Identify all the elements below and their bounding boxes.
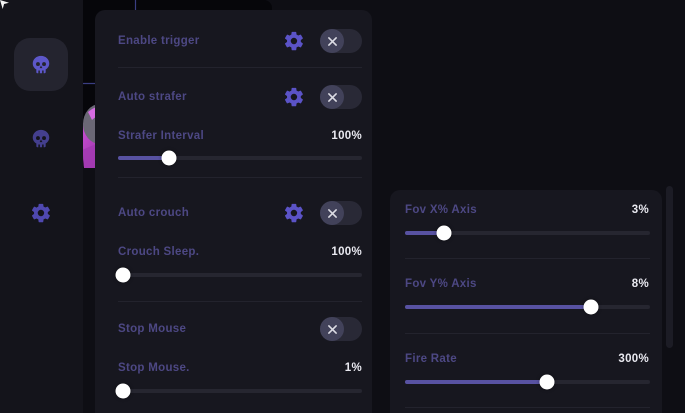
- settings-gear-icon[interactable]: [283, 202, 305, 224]
- settings-gear-icon[interactable]: [283, 86, 305, 108]
- toggle-auto-strafer[interactable]: [320, 85, 362, 109]
- slider-label: Fov X% Axis: [405, 204, 477, 216]
- stop-mouse-slider[interactable]: [115, 383, 362, 399]
- fov-x-slider[interactable]: [405, 225, 650, 241]
- divider: [118, 67, 362, 68]
- settings-gear-icon[interactable]: [283, 30, 305, 52]
- skull-icon: [32, 129, 50, 147]
- fire-rate-slider[interactable]: [405, 374, 650, 390]
- slider-knob[interactable]: [539, 374, 555, 390]
- divider: [405, 333, 650, 334]
- slider-knob[interactable]: [115, 383, 131, 399]
- feature-label: Auto strafer: [118, 91, 187, 103]
- slider-knob[interactable]: [161, 150, 177, 166]
- slider-value: 1%: [344, 362, 362, 374]
- slider-fill: [405, 231, 445, 235]
- divider: [118, 177, 362, 178]
- slider-knob[interactable]: [583, 299, 599, 315]
- slider-label: Fov Y% Axis: [405, 278, 477, 290]
- slider-label: Stop Mouse.: [118, 362, 190, 374]
- feature-label: Stop Mouse: [118, 323, 187, 335]
- slider-fill: [405, 305, 592, 309]
- crouch-sleep-slider[interactable]: [115, 267, 362, 283]
- fov-y-slider[interactable]: [405, 299, 650, 315]
- toggle-off-x-icon: [320, 85, 344, 109]
- toggle-enable-trigger[interactable]: [320, 29, 362, 53]
- divider: [405, 407, 650, 408]
- slider-label: Crouch Sleep.: [118, 246, 200, 258]
- divider: [118, 301, 362, 302]
- toggle-stop-mouse[interactable]: [320, 317, 362, 341]
- sidebar-item-aimbot[interactable]: [14, 38, 68, 91]
- slider-knob[interactable]: [436, 225, 452, 241]
- features-panel: Enable trigger Auto strafer Strafer Inte…: [95, 10, 372, 413]
- slider-value: 3%: [631, 204, 649, 216]
- strafer-interval-slider[interactable]: [118, 150, 362, 166]
- slider-label: Strafer Interval: [118, 130, 204, 142]
- toggle-off-x-icon: [320, 317, 344, 341]
- slider-knob[interactable]: [115, 267, 131, 283]
- sidebar-item-player[interactable]: [14, 112, 68, 165]
- toggle-off-x-icon: [320, 201, 344, 225]
- slider-value: 300%: [618, 353, 649, 365]
- skull-icon: [32, 55, 50, 73]
- slider-fill: [405, 380, 548, 384]
- aim-panel: Fov X% Axis 3% Fov Y% Axis 8% Fire Rate …: [390, 190, 662, 413]
- feature-label: Enable trigger: [118, 35, 200, 47]
- slider-label: Fire Rate: [405, 353, 457, 365]
- scrollbar-thumb[interactable]: [666, 186, 673, 348]
- slider-value: 100%: [331, 130, 362, 142]
- slider-fill: [118, 156, 170, 160]
- gear-icon: [31, 203, 50, 222]
- toggle-auto-crouch[interactable]: [320, 201, 362, 225]
- feature-label: Auto crouch: [118, 207, 190, 219]
- slider-value: 8%: [631, 278, 649, 290]
- divider: [405, 258, 650, 259]
- sidebar-item-settings[interactable]: [14, 186, 68, 239]
- sidebar: [0, 0, 83, 413]
- toggle-off-x-icon: [320, 29, 344, 53]
- slider-value: 100%: [331, 246, 362, 258]
